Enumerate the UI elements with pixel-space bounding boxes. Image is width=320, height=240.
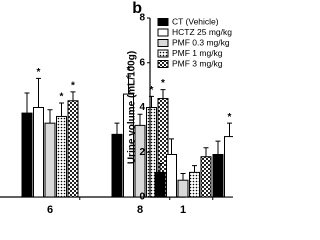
y-tick-label: 4 <box>139 102 145 113</box>
y-tick-label: 0 <box>139 192 145 203</box>
bar <box>212 153 224 198</box>
bar <box>67 100 79 198</box>
bar <box>44 122 56 198</box>
significance-mark: * <box>228 112 232 123</box>
y-tick-label: 8 <box>139 13 145 24</box>
legend-label: PMF 1 mg/kg <box>172 48 223 58</box>
error-bar <box>180 173 186 181</box>
significance-mark: * <box>60 92 64 103</box>
legend-swatch <box>157 49 169 58</box>
legend-label: CT (Vehicle) <box>172 16 219 26</box>
legend-label: PMF 3 mg/kg <box>172 58 223 68</box>
x-tick-label: 6 <box>47 204 53 216</box>
error-bar <box>227 122 232 137</box>
legend-swatch <box>157 28 169 37</box>
error-bar <box>114 122 120 135</box>
bar <box>177 179 189 198</box>
bar <box>111 133 123 198</box>
bar <box>33 107 44 198</box>
legend-label: HCTZ 25 mg/kg <box>172 27 232 37</box>
significance-mark: * <box>150 85 154 96</box>
error-bar <box>137 113 143 126</box>
bar <box>21 112 33 198</box>
legend-label: PMF 0.3 mg/kg <box>172 37 230 47</box>
legend-swatch <box>157 39 169 47</box>
error-bar <box>157 162 163 173</box>
error-bar <box>59 102 64 117</box>
y-tick-label: 6 <box>139 57 145 68</box>
panel-label: b <box>132 0 142 17</box>
significance-mark: * <box>127 65 131 76</box>
bar <box>154 171 166 198</box>
legend-swatch <box>157 18 169 26</box>
x-tick-label: 1 <box>180 204 186 216</box>
bar <box>166 153 177 198</box>
bar <box>200 156 212 198</box>
error-bar <box>160 89 166 99</box>
legend-swatch <box>157 60 169 68</box>
bar <box>224 136 233 198</box>
bar <box>56 115 67 198</box>
y-tick-label: 2 <box>139 147 145 158</box>
error-bar <box>47 109 53 124</box>
y-axis-label: Urine volume (mL/100g) <box>127 51 138 164</box>
error-bar <box>169 138 174 155</box>
error-bar <box>70 91 76 101</box>
bar <box>189 171 200 198</box>
significance-mark: * <box>37 67 41 78</box>
error-bar <box>215 140 221 155</box>
significance-mark: * <box>71 80 75 91</box>
error-bar <box>126 75 131 95</box>
significance-mark: * <box>161 78 165 89</box>
error-bar <box>24 92 30 114</box>
x-tick-label: 8 <box>137 204 143 216</box>
error-bar <box>203 147 209 157</box>
error-bar <box>192 165 197 173</box>
error-bar <box>36 77 41 108</box>
